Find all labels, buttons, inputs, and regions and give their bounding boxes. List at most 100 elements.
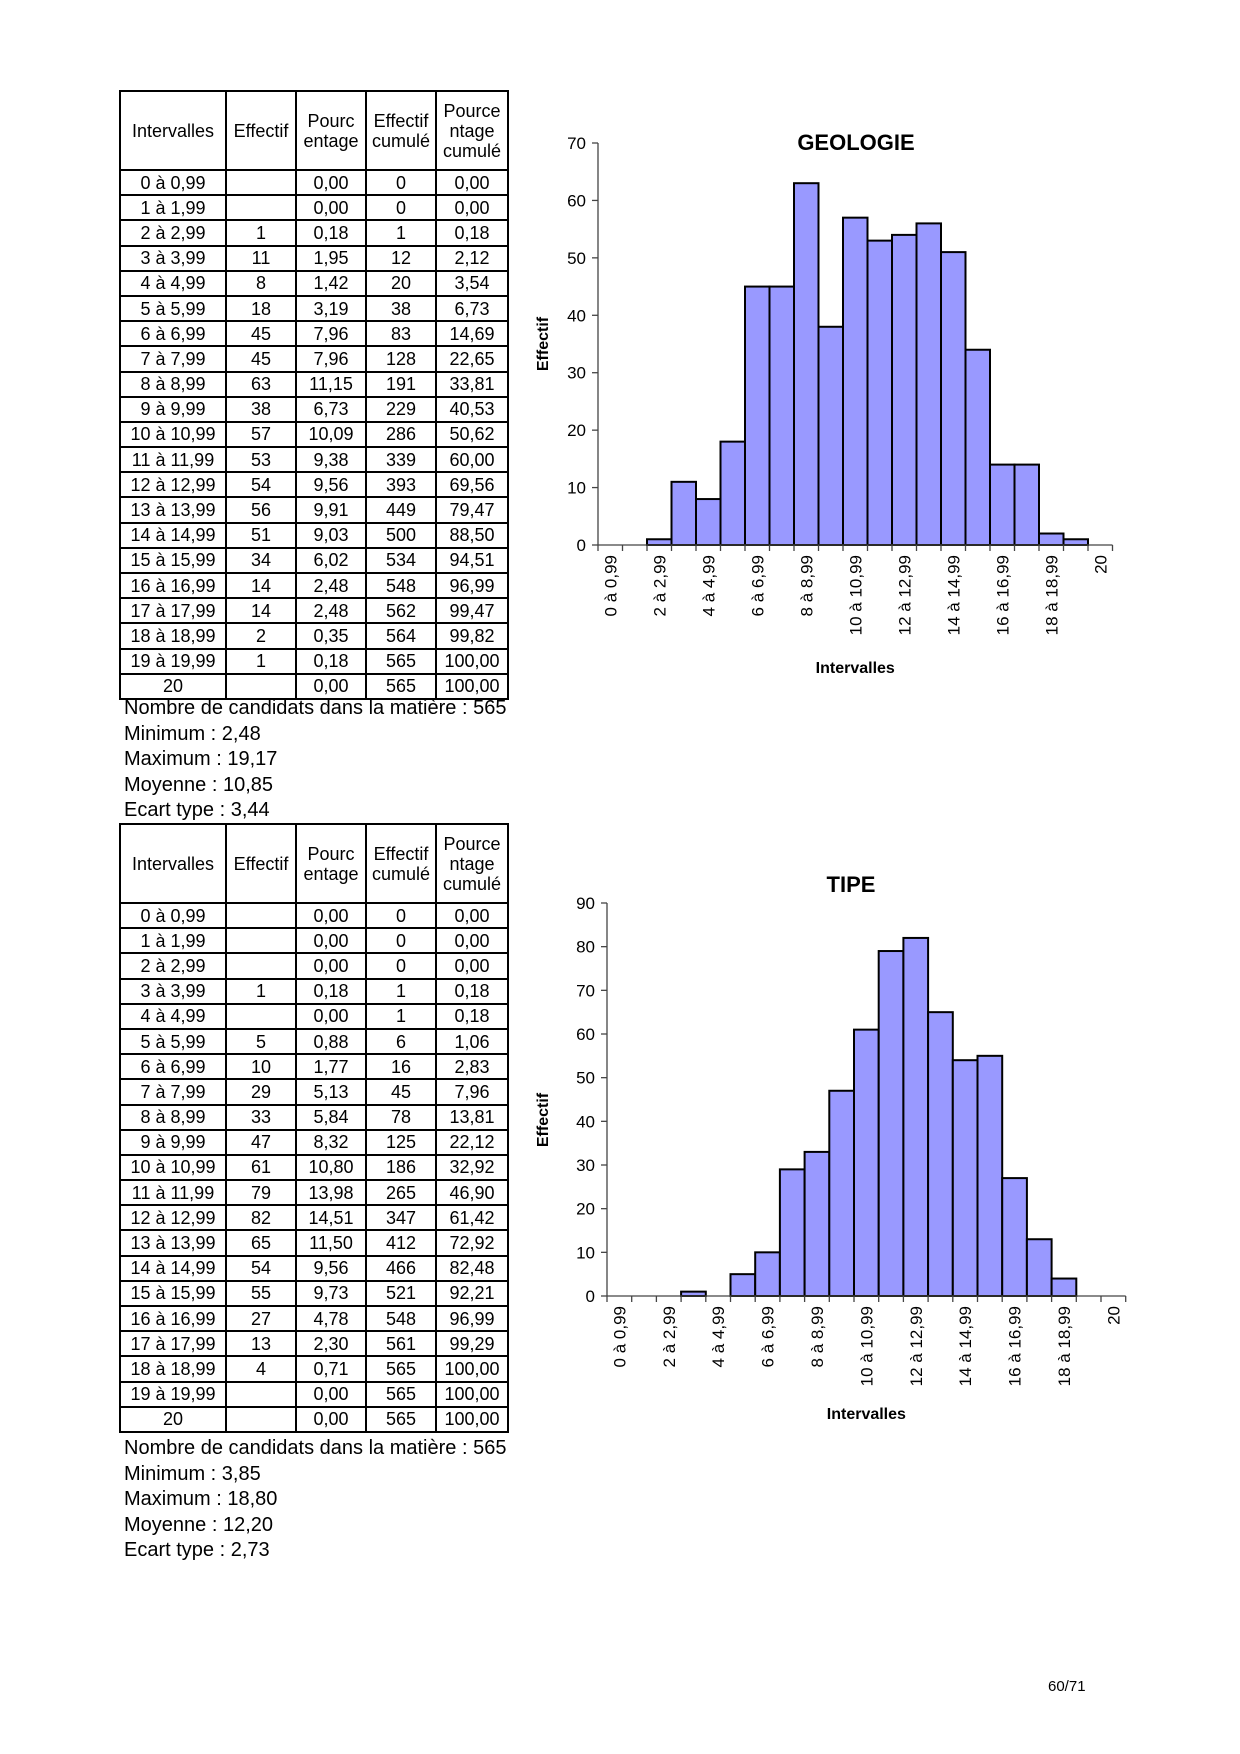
y-tick-label: 70 — [576, 981, 595, 1000]
table-cell: 16 — [365, 1053, 437, 1081]
table-row: 20 0,00 565 100,00 — [119, 1405, 509, 1433]
table-cell: 0,00 — [435, 952, 509, 980]
histogram-bar — [877, 950, 905, 1297]
column-header: Pource ntage cumulé — [435, 90, 509, 171]
table-cell: 2 — [225, 622, 297, 650]
table-cell: 100,00 — [435, 647, 509, 675]
table-cell: 10 — [225, 1053, 297, 1081]
table-cell: 54 — [225, 471, 297, 499]
table-row: 12 à 12,99 82 14,51 347 61,42 — [119, 1204, 509, 1232]
table-cell: 565 — [365, 672, 437, 700]
table-cell: 33 — [225, 1103, 297, 1131]
table-cell: 564 — [365, 622, 437, 650]
table-cell: 1,06 — [435, 1027, 509, 1056]
tipe-histogram: 0 10 20 30 40 50 60 70 80 90 0 à 0,99 2 à 2,99 4 à 4… — [535, 872, 1127, 1423]
table-cell: 1 — [365, 1002, 437, 1030]
table-row: 18 à 18,99 2 0,35 564 99,82 — [119, 622, 509, 650]
table-cell: 13 — [225, 1330, 297, 1358]
table-cell: 47 — [225, 1128, 297, 1156]
table-cell: 7,96 — [295, 345, 367, 373]
column-header: Effectif cumulé — [365, 90, 437, 171]
table-cell: 393 — [365, 471, 437, 499]
table-cell: 55 — [225, 1279, 297, 1308]
table-cell: 8 à 8,99 — [119, 1103, 227, 1131]
table-cell: 69,56 — [435, 471, 509, 499]
table-cell: 4,78 — [295, 1304, 367, 1333]
table-row: 2 à 2,99 1 0,18 1 0,18 — [119, 219, 509, 247]
table-cell: 0,88 — [295, 1027, 367, 1056]
histogram-bar — [729, 1273, 757, 1297]
table-cell: 10,80 — [295, 1153, 367, 1182]
table-cell: 13,98 — [295, 1179, 367, 1207]
table-cell: 22,65 — [435, 345, 509, 373]
geologie-histogram: 0 10 20 30 40 50 60 70 0 à 0,99 2 à 2,99 4 à 4,99 6… — [535, 130, 1114, 677]
table-cell: 20 — [119, 672, 227, 700]
table-row: 8 à 8,99 63 11,15 191 33,81 — [119, 370, 509, 398]
table-row: 14 à 14,99 51 9,03 500 88,50 — [119, 521, 509, 549]
table-cell: 5 — [225, 1027, 297, 1056]
table-cell: 8,32 — [295, 1128, 367, 1156]
stat-line: Moyenne : 10,85 — [124, 773, 273, 796]
table-cell: 19 à 19,99 — [119, 647, 227, 675]
table-cell: 0 — [365, 194, 437, 222]
table-cell: 0,00 — [295, 194, 367, 222]
x-tick-label: 2 à 2,99 — [650, 555, 669, 616]
table-row: 5 à 5,99 5 0,88 6 1,06 — [119, 1027, 509, 1056]
tipe-summary-stats: Nombre de candidats dans la matière : 56… — [124, 1436, 506, 1564]
table-cell: 0,00 — [435, 194, 509, 222]
table-cell: 0,18 — [435, 219, 509, 247]
table-cell: 186 — [365, 1153, 437, 1182]
column-header: Effectif — [225, 823, 297, 904]
y-tick-label: 60 — [576, 1025, 595, 1044]
stat-line: Minimum : 3,85 — [124, 1462, 261, 1485]
table-cell: 229 — [365, 395, 437, 423]
table-cell: 6 à 6,99 — [119, 1053, 227, 1081]
table-cell: 7,96 — [295, 320, 367, 348]
table-row: 11 à 11,99 53 9,38 339 60,00 — [119, 446, 509, 474]
x-tick-label: 4 à 4,99 — [709, 1306, 728, 1367]
table-cell: 9 à 9,99 — [119, 1128, 227, 1156]
y-axis-label: Effectif — [535, 316, 552, 371]
table-row: 1 à 1,99 0,00 0 0,00 — [119, 194, 509, 222]
table-cell: 14 — [225, 571, 297, 600]
table-cell: 18 à 18,99 — [119, 622, 227, 650]
table-cell: 2 à 2,99 — [119, 219, 227, 247]
table-cell: 2,30 — [295, 1330, 367, 1358]
x-tick-label: 14 à 14,99 — [944, 555, 963, 635]
table-row: 9 à 9,99 38 6,73 229 40,53 — [119, 395, 509, 423]
table-cell: 1,42 — [295, 269, 367, 297]
table-cell: 449 — [365, 496, 437, 524]
table-cell: 34 — [225, 546, 297, 575]
table-row: 14 à 14,99 54 9,56 466 82,48 — [119, 1254, 509, 1282]
stat-line: Nombre de candidats dans la matière : 56… — [124, 697, 507, 719]
table-cell: 19 à 19,99 — [119, 1380, 227, 1408]
table-row: 19 à 19,99 1 0,18 565 100,00 — [119, 647, 509, 675]
table-cell: 5 à 5,99 — [119, 1027, 227, 1056]
table-cell — [225, 194, 297, 222]
column-header: Pourc entage — [295, 823, 367, 904]
table-row: 17 à 17,99 13 2,30 561 99,29 — [119, 1330, 509, 1358]
table-row: 19 à 19,99 0,00 565 100,00 — [119, 1380, 509, 1408]
table-cell: 54 — [225, 1254, 297, 1282]
table-cell: 7,96 — [435, 1078, 509, 1106]
table-cell: 500 — [365, 521, 437, 549]
table-cell: 412 — [365, 1229, 437, 1257]
table-cell: 14,51 — [295, 1204, 367, 1232]
table-cell: 0,00 — [435, 168, 509, 197]
table-cell: 32,92 — [435, 1153, 509, 1182]
x-tick-label: 18 à 18,99 — [1055, 1306, 1074, 1386]
column-header: Intervalles — [119, 90, 227, 171]
table-cell: 125 — [365, 1128, 437, 1156]
y-tick-label: 60 — [567, 191, 586, 210]
y-tick-label: 80 — [576, 938, 595, 957]
header-row: Intervalles Effectif Pourc entage Effectif … — [119, 90, 509, 171]
table-cell: 14 à 14,99 — [119, 1254, 227, 1282]
table-cell: 18 à 18,99 — [119, 1355, 227, 1383]
table-row: 16 à 16,99 14 2,48 548 96,99 — [119, 571, 509, 600]
table-cell — [225, 168, 297, 197]
table-row: 0 à 0,99 0,00 0 0,00 — [119, 901, 509, 930]
table-cell: 13 à 13,99 — [119, 496, 227, 524]
table-cell: 12 à 12,99 — [119, 471, 227, 499]
x-tick-label: 8 à 8,99 — [797, 555, 816, 616]
table-cell: 0,18 — [295, 647, 367, 675]
